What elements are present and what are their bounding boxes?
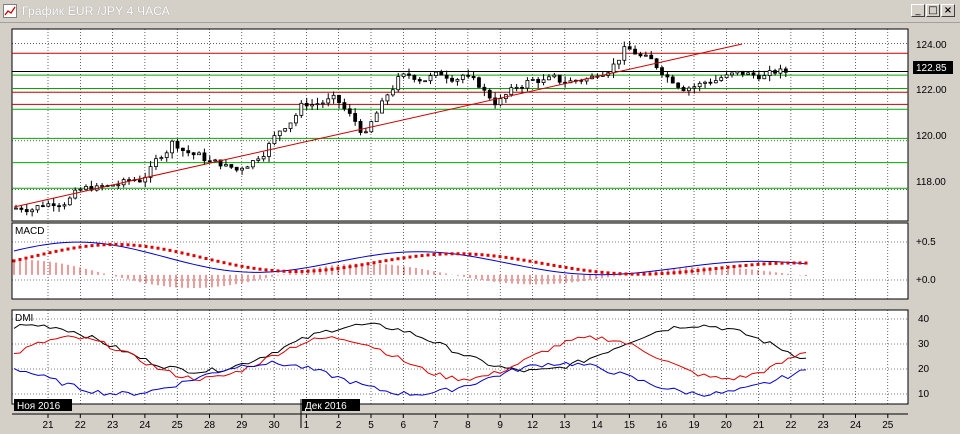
- close-button[interactable]: ×: [941, 4, 955, 17]
- macd-label: MACD: [15, 226, 44, 237]
- minimize-button[interactable]: _: [911, 4, 925, 17]
- macd-tick-05: +0.5: [916, 237, 936, 248]
- x-tick-label: 21: [753, 420, 765, 431]
- x-tick-label: 13: [559, 420, 571, 431]
- current-price-label: 122.85: [916, 63, 947, 74]
- x-tick-label: 8: [465, 420, 471, 431]
- price-panel[interactable]: [11, 28, 909, 222]
- price-tick-120: 120.00: [916, 131, 947, 142]
- x-tick-label: 24: [850, 420, 862, 431]
- trend-line: [13, 43, 743, 208]
- dmi-tick-30: 30: [918, 339, 930, 350]
- x-tick-label: 1: [304, 420, 310, 431]
- x-tick-label: 30: [269, 420, 281, 431]
- x-tick-label: 28: [204, 420, 216, 431]
- month-marker-dec: [302, 399, 360, 411]
- x-tick-label: 19: [688, 420, 700, 431]
- x-tick-label: 23: [107, 420, 119, 431]
- price-tick-122: 122.00: [916, 85, 947, 96]
- x-tick-label: 22: [785, 420, 797, 431]
- x-tick-label: 9: [497, 420, 503, 431]
- dmi-tick-20: 20: [918, 364, 930, 375]
- x-tick-label: 12: [527, 420, 539, 431]
- x-tick-label: 24: [139, 420, 151, 431]
- x-tick-label: 5: [368, 420, 374, 431]
- price-tick-124: 124.00: [916, 40, 947, 51]
- dmi-panel[interactable]: [11, 309, 909, 405]
- window-title: График EUR /JPY 4 ЧАСА: [22, 4, 171, 18]
- month-marker-nov: [14, 399, 72, 411]
- dmi-tick-40: 40: [918, 314, 930, 325]
- macd-lines: [12, 241, 808, 288]
- window-titlebar: График EUR /JPY 4 ЧАСА _ □ ×: [0, 0, 960, 23]
- current-price-box: [913, 61, 953, 74]
- x-tick-label: 22: [75, 420, 87, 431]
- x-tick-label: 7: [433, 420, 439, 431]
- dmi-tick-10: 10: [918, 389, 930, 400]
- x-tick-label: 2: [336, 420, 342, 431]
- x-tick-label: 23: [818, 420, 830, 431]
- month-label-nov: Ноя 2016: [17, 401, 61, 412]
- x-tick-label: 15: [624, 420, 636, 431]
- x-tick-label: 21: [42, 420, 54, 431]
- dmi-lines: [13, 322, 807, 397]
- x-tick-label: 25: [882, 420, 894, 431]
- macd-panel[interactable]: [11, 222, 909, 300]
- chart-icon: [3, 4, 17, 18]
- x-axis: 21 22 23 24 25 28 29 30 1 2 5 6 7 8 9 12 13 14 15 16 19 20 21 2…: [12, 413, 908, 431]
- x-tick-label: 16: [656, 420, 668, 431]
- chart-area[interactable]: MACD DMI 124.00 122.85 122.00 120.00 118…: [0, 23, 960, 434]
- macd-tick-00: +0.0: [916, 275, 936, 286]
- price-tick-118: 118.00: [916, 177, 946, 188]
- x-tick-label: 14: [592, 420, 604, 431]
- x-tick-label: 25: [172, 420, 184, 431]
- x-tick-label: 29: [236, 420, 248, 431]
- x-tick-label: 6: [401, 420, 407, 431]
- dmi-label: DMI: [15, 313, 33, 324]
- maximize-button[interactable]: □: [926, 4, 940, 17]
- candlesticks: [14, 41, 788, 217]
- month-label-dec: Дек 2016: [305, 401, 347, 412]
- x-tick-label: 20: [721, 420, 733, 431]
